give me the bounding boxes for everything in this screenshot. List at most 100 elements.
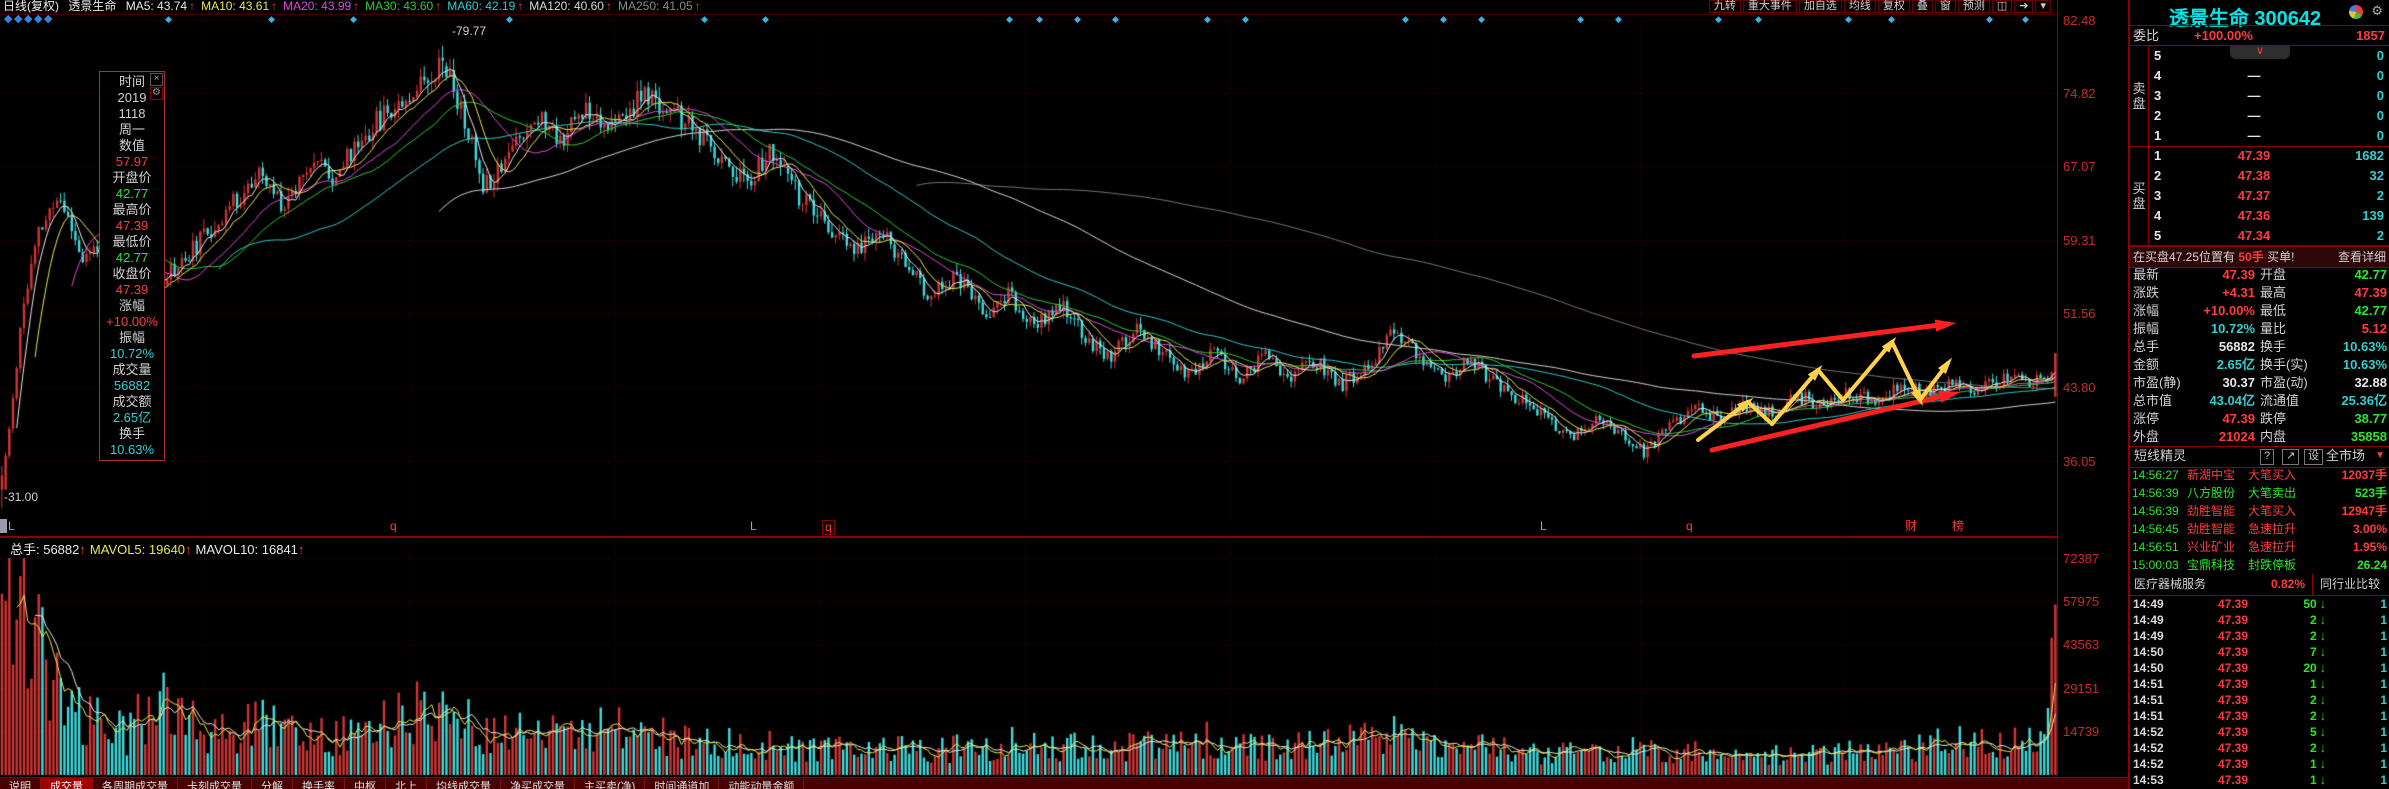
pie-chart-icon[interactable]: [2349, 5, 2363, 19]
sprite-event-row[interactable]: 14:56:39 八方股份 大笔卖出 523手: [2130, 484, 2389, 502]
event-diamond-icon[interactable]: ◆: [2022, 14, 2029, 24]
toolbar-button[interactable]: 均线: [1843, 0, 1876, 13]
buy-row[interactable]: 2 47.38 32: [2149, 166, 2389, 186]
indicator-tab[interactable]: 主买卖(净): [575, 778, 646, 789]
event-diamond-icon[interactable]: ◆: [1402, 14, 1409, 24]
tooltip-row: 42.77: [115, 250, 149, 265]
event-diamond-icon[interactable]: ◆: [34, 13, 43, 25]
divider-marker[interactable]: q: [822, 520, 835, 535]
sell-row[interactable]: 3 — 0: [2149, 86, 2389, 106]
sell-row[interactable]: 1 — 0: [2149, 126, 2389, 146]
toolbar-icon-button[interactable]: ▾: [2035, 0, 2051, 13]
event-diamond-icon[interactable]: ◆: [1478, 14, 1485, 24]
sprite-event-row[interactable]: 14:56:39 劲胜智能 大笔买入 12947手: [2130, 502, 2389, 520]
event-diamond-icon[interactable]: ◆: [1755, 14, 1762, 24]
sprite-button[interactable]: ↗: [2282, 449, 2300, 465]
tick-volume: 20 ↓: [2303, 661, 2326, 675]
view-detail-link[interactable]: 查看详细: [2337, 250, 2386, 264]
toolbar-button[interactable]: 复权: [1877, 0, 1910, 13]
event-diamond-icon[interactable]: ◆: [701, 14, 708, 24]
event-diamond-icon[interactable]: ◆: [14, 13, 23, 25]
divider-marker[interactable]: q: [1686, 519, 1693, 533]
buy-row[interactable]: 1 47.39 1682: [2149, 146, 2389, 166]
event-diamond-icon[interactable]: ◆: [1986, 14, 1993, 24]
toolbar-button[interactable]: 叠: [1911, 0, 1933, 13]
sprite-button[interactable]: 设: [2304, 449, 2323, 465]
event-diamond-icon[interactable]: ◆: [350, 14, 357, 24]
sell-row[interactable]: 2 — 0: [2149, 106, 2389, 126]
industry-compare-link[interactable]: 同行业比较: [2320, 577, 2381, 591]
dropdown-arrow-icon[interactable]: ▼: [2375, 450, 2385, 461]
indicator-tab[interactable]: 卡刻成交量: [178, 778, 252, 789]
indicator-tab[interactable]: 说明: [0, 778, 41, 789]
toolbar-icon-button[interactable]: ➔: [2014, 0, 2034, 13]
indicator-tab[interactable]: 换手率: [293, 778, 345, 789]
toolbar-button[interactable]: 预测: [1957, 0, 1990, 13]
ma-legend-item: MA250: 41.05: [617, 0, 693, 13]
gear-icon[interactable]: ⚙: [150, 87, 163, 100]
buy-row[interactable]: 4 47.36 139: [2149, 206, 2389, 226]
event-action: 急速拉升: [2248, 522, 2297, 536]
indicator-tab[interactable]: 分解: [252, 778, 293, 789]
event-diamond-icon[interactable]: ◆: [1204, 14, 1211, 24]
up-arrow-icon: ↑: [694, 0, 701, 13]
event-diamond-icon[interactable]: ◆: [1074, 14, 1081, 24]
divider-marker[interactable]: 榜: [1952, 519, 1965, 533]
event-diamond-icon[interactable]: ◆: [165, 14, 172, 24]
sell-row[interactable]: 4 — 0: [2149, 66, 2389, 86]
event-diamond-icon[interactable]: ◆: [1242, 14, 1249, 24]
divider: [2312, 574, 2313, 595]
event-diamond-icon[interactable]: ◆: [44, 13, 53, 25]
event-diamond-icon[interactable]: ◆: [1888, 14, 1895, 24]
volume-chart-canvas[interactable]: [0, 536, 2057, 777]
industry-bar[interactable]: 医疗器械服务 0.82% 同行业比较: [2130, 574, 2389, 596]
event-time: 14:56:39: [2132, 504, 2179, 518]
divider-handle-icon[interactable]: [0, 519, 7, 533]
close-icon[interactable]: ×: [150, 73, 163, 86]
event-diamond-icon[interactable]: ◆: [1577, 14, 1584, 24]
event-diamond-icon[interactable]: ◆: [4, 13, 13, 25]
toolbar-button[interactable]: 窗: [1934, 0, 1956, 13]
gear-icon[interactable]: ⚙: [2371, 3, 2383, 18]
toolbar-button[interactable]: 重大事件: [1742, 0, 1797, 13]
indicator-tab[interactable]: 北上: [386, 778, 427, 789]
event-diamond-icon[interactable]: ◆: [1615, 14, 1622, 24]
event-diamond-icon[interactable]: ◆: [268, 14, 275, 24]
divider-marker[interactable]: L: [1540, 519, 1547, 533]
toolbar-button[interactable]: 加自选: [1798, 0, 1842, 13]
event-diamond-icon[interactable]: ◆: [1112, 14, 1119, 24]
divider-marker[interactable]: L: [750, 519, 757, 533]
indicator-tab[interactable]: 净买成交量: [501, 778, 575, 789]
toolbar-icon-button[interactable]: ◫: [1991, 0, 2013, 13]
event-diamond-icon[interactable]: ◆: [24, 13, 33, 25]
event-diamond-icon[interactable]: ◆: [1440, 14, 1447, 24]
chevron-down-icon[interactable]: ∨: [2230, 46, 2290, 59]
indicator-tab[interactable]: 成交量: [41, 778, 93, 789]
market-filter-dropdown[interactable]: 全市场: [2326, 448, 2366, 463]
sprite-event-row[interactable]: 14:56:51 兴业矿业 急速拉升 1.95%: [2130, 538, 2389, 556]
event-diamond-icon[interactable]: ◆: [1036, 14, 1043, 24]
indicator-tab[interactable]: 时间通道加: [645, 778, 720, 789]
indicator-tab[interactable]: 各周期成交量: [93, 778, 178, 789]
toolbar-button[interactable]: 九转: [1708, 0, 1741, 13]
sprite-button[interactable]: ?: [2260, 449, 2275, 465]
event-diamond-icon[interactable]: ◆: [1006, 14, 1013, 24]
buy-row[interactable]: 5 47.34 2: [2149, 226, 2389, 246]
indicator-tab[interactable]: 均线成交量: [427, 778, 501, 789]
event-diamond-icon[interactable]: ◆: [1845, 14, 1852, 24]
divider-marker[interactable]: L: [8, 519, 15, 533]
divider-marker[interactable]: q: [390, 519, 397, 533]
buy-row[interactable]: 3 47.37 2: [2149, 186, 2389, 206]
sprite-event-row[interactable]: 14:56:27 新湖中宝 大笔买入 12037手: [2130, 466, 2389, 484]
sprite-event-row[interactable]: 14:56:45 劲胜智能 急速拉升 3.00%: [2130, 520, 2389, 538]
candlestick-chart-canvas[interactable]: [0, 20, 2057, 518]
indicator-tab[interactable]: 中枢: [345, 778, 386, 789]
order-notice-bar[interactable]: 在买盘47.25位置有 50手 买单! 查看详细: [2130, 246, 2389, 268]
sprite-event-row[interactable]: 15:00:03 宝鼎科技 封跌停板 26.24: [2130, 556, 2389, 574]
indicator-tab[interactable]: 动能动量金额: [719, 778, 805, 789]
divider-marker[interactable]: 财: [1905, 519, 1918, 533]
event-diamond-icon[interactable]: ◆: [762, 14, 769, 24]
event-diamond-icon[interactable]: ◆: [1715, 14, 1722, 24]
event-diamond-icon[interactable]: ◆: [506, 14, 513, 24]
